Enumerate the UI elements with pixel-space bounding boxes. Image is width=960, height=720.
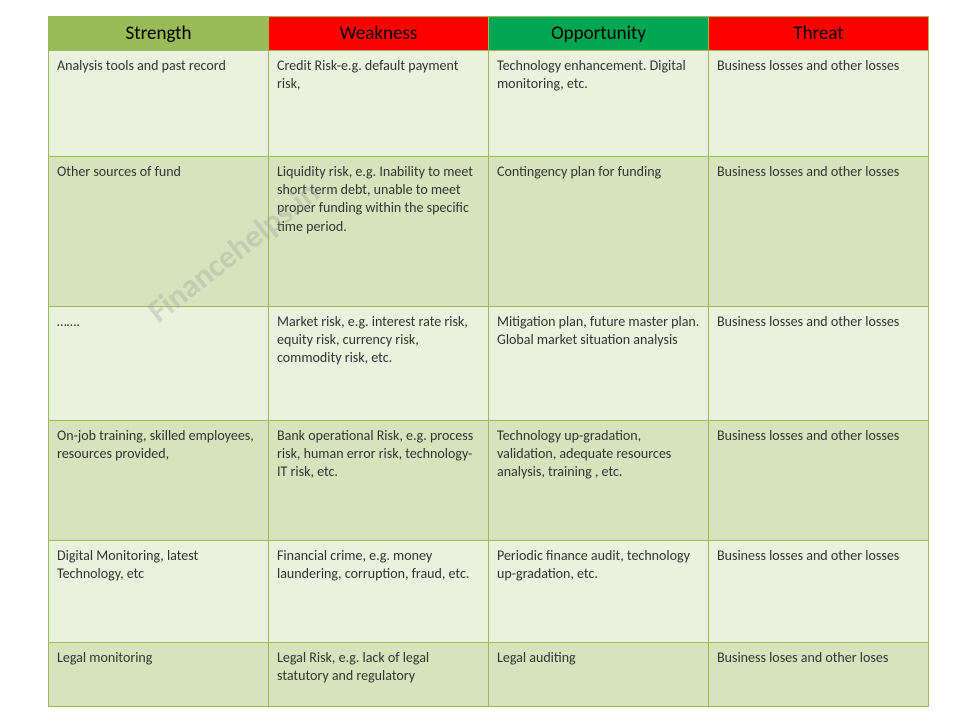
table-cell: Contingency plan for funding (489, 157, 709, 307)
table-cell: Business loses and other loses (709, 643, 929, 707)
table-cell: Technology enhancement. Digital monitori… (489, 51, 709, 157)
table-cell: Market risk, e.g. interest rate risk, eq… (269, 307, 489, 421)
table-cell: On-job training, skilled employees, reso… (49, 421, 269, 541)
header-weakness: Weakness (269, 17, 489, 51)
table-row: Analysis tools and past recordCredit Ris… (49, 51, 929, 157)
table-cell: Business losses and other losses (709, 421, 929, 541)
header-threat: Threat (709, 17, 929, 51)
header-strength: Strength (49, 17, 269, 51)
table-row: Digital Monitoring, latest Technology, e… (49, 541, 929, 643)
swot-header-row: Strength Weakness Opportunity Threat (49, 17, 929, 51)
table-row: Legal monitoringLegal Risk, e.g. lack of… (49, 643, 929, 707)
swot-table: Strength Weakness Opportunity Threat Ana… (48, 16, 929, 707)
table-cell: Financial crime, e.g. money laundering, … (269, 541, 489, 643)
table-row: On-job training, skilled employees, reso… (49, 421, 929, 541)
swot-body: Analysis tools and past recordCredit Ris… (49, 51, 929, 707)
table-cell: Legal auditing (489, 643, 709, 707)
table-row: …….Market risk, e.g. interest rate risk,… (49, 307, 929, 421)
table-cell: Bank operational Risk, e.g. process risk… (269, 421, 489, 541)
table-cell: Other sources of fund (49, 157, 269, 307)
table-cell: Business losses and other losses (709, 51, 929, 157)
table-cell: Business losses and other losses (709, 541, 929, 643)
table-cell: Business losses and other losses (709, 307, 929, 421)
table-cell: Liquidity risk, e.g. Inability to meet s… (269, 157, 489, 307)
table-cell: Technology up-gradation, validation, ade… (489, 421, 709, 541)
table-cell: Business losses and other losses (709, 157, 929, 307)
table-cell: Mitigation plan, future master plan. Glo… (489, 307, 709, 421)
table-cell: Periodic finance audit, technology up-gr… (489, 541, 709, 643)
table-row: Other sources of fundLiquidity risk, e.g… (49, 157, 929, 307)
table-cell: Credit Risk-e.g. default payment risk, (269, 51, 489, 157)
table-cell: Digital Monitoring, latest Technology, e… (49, 541, 269, 643)
header-opportunity: Opportunity (489, 17, 709, 51)
table-cell: Legal monitoring (49, 643, 269, 707)
table-cell: Legal Risk, e.g. lack of legal statutory… (269, 643, 489, 707)
table-cell: Analysis tools and past record (49, 51, 269, 157)
table-cell: ……. (49, 307, 269, 421)
